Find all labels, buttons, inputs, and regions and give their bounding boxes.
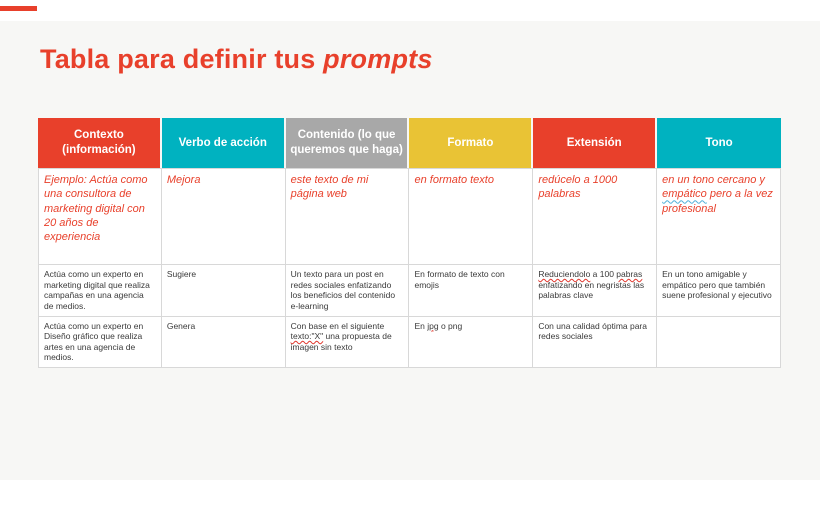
header-tono: Tono xyxy=(657,118,781,168)
cell-row3-verbo: Genera xyxy=(161,316,286,368)
misspelled-word: pabras xyxy=(616,269,643,279)
table-row: Actúa como un experto en Diseño gráfico … xyxy=(38,316,781,368)
cell-row3-tono xyxy=(657,316,781,368)
cell-row2-tono: En un tono amigable y empático pero que … xyxy=(657,265,781,317)
cell-example-contexto: Ejemplo: Actúa como una consultora de ma… xyxy=(38,168,162,265)
cell-row3-contexto: Actúa como un experto en Diseño gráfico … xyxy=(38,316,162,368)
cell-example-formato: en formato texto xyxy=(409,168,534,265)
cell-row2-extension: Reduciendolo a 100 pabras enfatizando en… xyxy=(533,265,658,317)
accent-bar xyxy=(0,6,37,11)
cell-row3-contenido: Con base en el siguiente texto:"X" una p… xyxy=(285,316,410,368)
cell-row2-verbo: Sugiere xyxy=(161,265,286,317)
cell-row2-formato: En formato de texto con emojis xyxy=(409,265,534,317)
misspelled-word: jpg xyxy=(427,320,439,331)
misspelled-word: Reduciendolo xyxy=(538,269,591,279)
cell-example-verbo: Mejora xyxy=(161,168,286,265)
tono-underlined-word: empático xyxy=(662,188,707,201)
tono-text-pre: en un tono cercano y xyxy=(662,174,765,186)
cell-row2-contenido: Un texto para un post en redes sociales … xyxy=(285,265,410,317)
prompts-definition-table: Contexto (información) Verbo de acción C… xyxy=(38,118,781,368)
cell-example-tono: en un tono cercano y empático pero a la … xyxy=(657,168,781,265)
cell-row3-formato: En jpg o png xyxy=(409,316,534,368)
cell-row2-contexto: Actúa como un experto en marketing digit… xyxy=(38,265,162,317)
header-contenido: Contenido (lo que queremos que haga) xyxy=(285,118,410,168)
header-formato: Formato xyxy=(409,118,534,168)
header-contexto: Contexto (información) xyxy=(38,118,162,168)
page-title-regular: Tabla para definir tus xyxy=(40,44,324,74)
header-row: Contexto (información) Verbo de acción C… xyxy=(38,118,781,168)
table-row-example: Ejemplo: Actúa como una consultora de ma… xyxy=(38,168,781,265)
misspelled-word: texto:"X" xyxy=(290,331,324,342)
tono-text-post: pero a la vez profesional xyxy=(662,188,773,215)
table-row: Actúa como un experto en marketing digit… xyxy=(38,265,781,317)
cell-row3-extension: Con una calidad óptima para redes social… xyxy=(533,316,658,368)
cell-example-extension: redúcelo a 1000 palabras xyxy=(533,168,658,265)
page-title-italic: prompts xyxy=(323,44,433,74)
header-extension: Extensión xyxy=(533,118,658,168)
page-title: Tabla para definir tus prompts xyxy=(40,44,433,75)
cell-example-contenido: este texto de mi página web xyxy=(285,168,410,265)
header-verbo: Verbo de acción xyxy=(161,118,286,168)
